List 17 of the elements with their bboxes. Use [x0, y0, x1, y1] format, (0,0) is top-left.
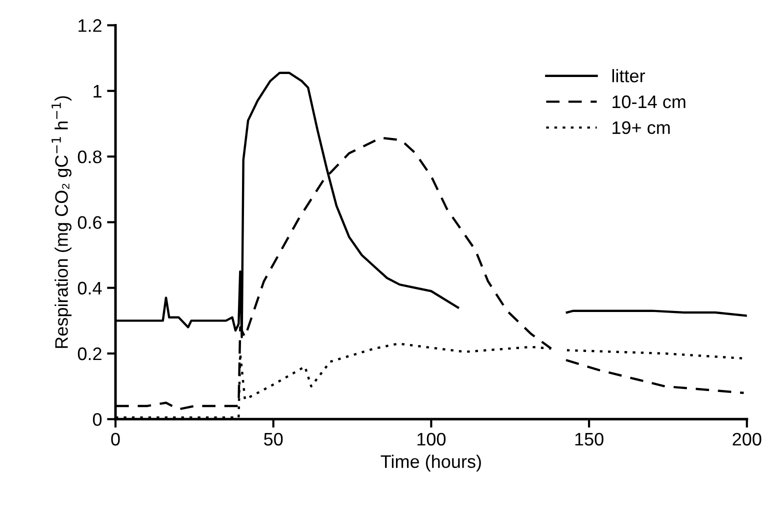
x-tick-label: 100 [418, 432, 446, 446]
y-axis-title: Respiration (mg CO₂ gC$^{−1}$ h$^{−1}$) [52, 96, 72, 348]
legend-label: 10-14 cm [612, 95, 686, 108]
x-axis-title: Time (hours) [380, 454, 481, 472]
y-tick-label: 0.4 [78, 282, 102, 295]
x-tick-label: 150 [575, 432, 604, 446]
y-tick-label: 0 [92, 413, 102, 426]
x-tick-label: 0 [111, 432, 120, 446]
legend-label: litter [612, 69, 646, 82]
x-tick-label: 50 [264, 432, 283, 446]
y-tick-label: 1 [94, 85, 102, 98]
legend-label: 19+ cm [612, 121, 670, 134]
y-tick-label: 0.8 [78, 150, 102, 164]
y-tick-label: 0.2 [78, 347, 102, 360]
x-tick-label: 200 [732, 432, 762, 446]
y-tick-label: 0.6 [78, 216, 102, 229]
y-tick-label: 1.2 [78, 19, 102, 32]
